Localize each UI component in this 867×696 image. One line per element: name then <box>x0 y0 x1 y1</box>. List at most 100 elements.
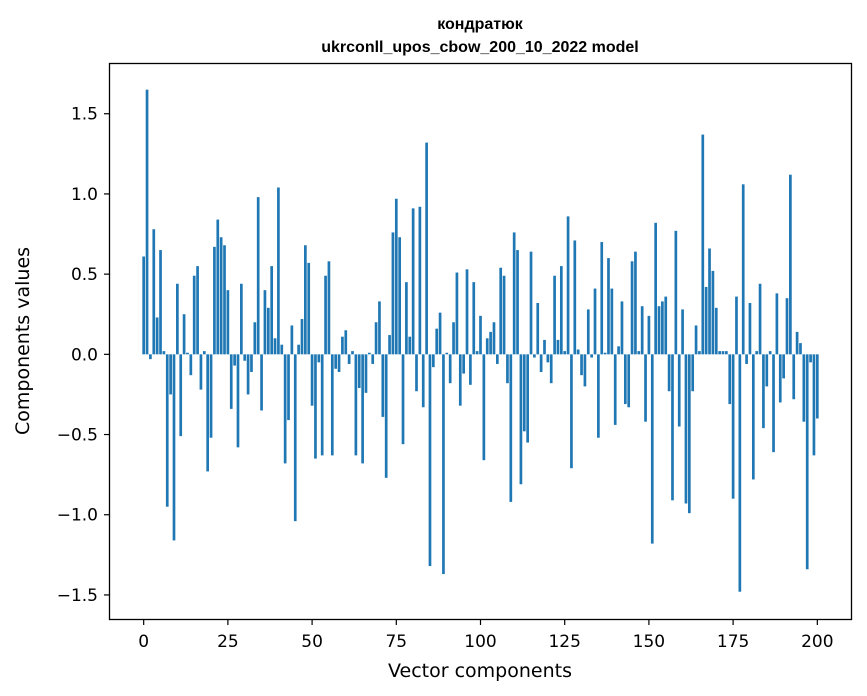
bar-78 <box>405 282 408 355</box>
bar-166 <box>701 134 705 355</box>
bar-98 <box>472 282 476 355</box>
bar-193 <box>792 354 796 400</box>
bar-156 <box>667 354 671 392</box>
bar-146 <box>634 251 637 355</box>
bar-172 <box>721 351 725 355</box>
x-tick-label: 175 <box>717 632 749 652</box>
bar-4 <box>155 317 159 355</box>
bar-69 <box>374 322 378 355</box>
bar-8 <box>169 354 172 395</box>
bar-40 <box>277 187 280 355</box>
bar-138 <box>607 258 610 355</box>
bar-131 <box>583 354 587 387</box>
plot-frame <box>108 62 853 621</box>
bar-143 <box>623 354 627 405</box>
bar-31 <box>246 354 250 395</box>
bar-95 <box>462 354 465 374</box>
bar-42 <box>283 354 287 464</box>
bar-169 <box>711 270 715 355</box>
bar-16 <box>196 266 199 355</box>
bar-140 <box>613 354 617 425</box>
bar-174 <box>728 354 732 405</box>
bar-93 <box>455 272 459 355</box>
bar-56 <box>330 354 334 456</box>
bar-87 <box>435 328 439 355</box>
bar-41 <box>280 344 284 355</box>
bar-91 <box>448 354 452 384</box>
bar-47 <box>300 319 304 355</box>
x-tick-label: 75 <box>385 632 407 652</box>
bar-10 <box>176 283 179 355</box>
bar-68 <box>371 354 375 364</box>
bar-63 <box>354 354 358 456</box>
chart-title-line2: ukrconll_upos_cbow_200_10_2022 model <box>321 39 638 56</box>
bar-28 <box>236 354 240 448</box>
bar-59 <box>341 336 344 355</box>
bar-64 <box>357 354 361 389</box>
x-tick-label: 125 <box>548 632 580 652</box>
bar-84 <box>425 142 428 355</box>
bar-55 <box>327 261 331 355</box>
bar-36 <box>263 290 267 355</box>
bar-161 <box>684 354 688 504</box>
bar-62 <box>351 351 354 355</box>
bar-142 <box>620 301 624 355</box>
bar-158 <box>674 230 678 355</box>
bar-134 <box>593 288 597 355</box>
bar-184 <box>762 354 765 429</box>
bar-159 <box>677 354 681 427</box>
bar-26 <box>229 354 233 409</box>
bar-92 <box>452 322 455 355</box>
bar-119 <box>543 339 546 355</box>
bar-116 <box>533 354 536 358</box>
bar-29 <box>240 283 243 355</box>
bar-129 <box>576 349 580 355</box>
bar-22 <box>216 219 220 355</box>
bar-33 <box>253 322 257 355</box>
bar-83 <box>421 354 425 408</box>
bar-44 <box>290 325 294 355</box>
bar-189 <box>778 354 782 403</box>
bar-144 <box>627 354 631 408</box>
bar-145 <box>630 261 634 355</box>
bar-181 <box>751 354 755 480</box>
bar-70 <box>378 301 381 355</box>
bar-96 <box>465 269 469 355</box>
bar-190 <box>782 354 785 379</box>
bar-11 <box>179 354 183 437</box>
bar-188 <box>775 293 779 355</box>
bar-200 <box>815 354 819 419</box>
bar-139 <box>610 288 614 355</box>
bar-75 <box>394 198 398 355</box>
bar-114 <box>526 354 529 443</box>
bar-99 <box>475 351 479 355</box>
bar-80 <box>411 208 415 355</box>
bar-171 <box>718 351 721 355</box>
y-tick-label: −1.0 <box>57 506 98 526</box>
bar-38 <box>270 266 274 355</box>
bar-115 <box>529 251 533 355</box>
bar-103 <box>489 331 492 355</box>
bar-88 <box>438 312 442 355</box>
bar-194 <box>795 331 799 355</box>
bar-66 <box>364 354 368 393</box>
bar-199 <box>812 354 816 456</box>
x-tick-label: 100 <box>464 632 496 652</box>
bar-6 <box>162 351 166 355</box>
bar-127 <box>570 354 573 469</box>
x-tick-label: 50 <box>301 632 323 652</box>
bar-136 <box>600 242 604 355</box>
bar-198 <box>809 354 812 363</box>
bar-111 <box>516 250 519 355</box>
bar-104 <box>492 322 496 355</box>
x-axis-ticks: 0 25 50 75 100 125 150 175 200 <box>138 619 834 652</box>
x-axis-label: Vector components <box>388 660 572 682</box>
bar-30 <box>243 354 247 361</box>
bar-43 <box>287 354 290 421</box>
bar-150 <box>647 315 651 355</box>
bar-105 <box>495 354 499 364</box>
bar-7 <box>165 354 169 507</box>
bar-151 <box>650 354 654 544</box>
bar-155 <box>664 296 668 355</box>
